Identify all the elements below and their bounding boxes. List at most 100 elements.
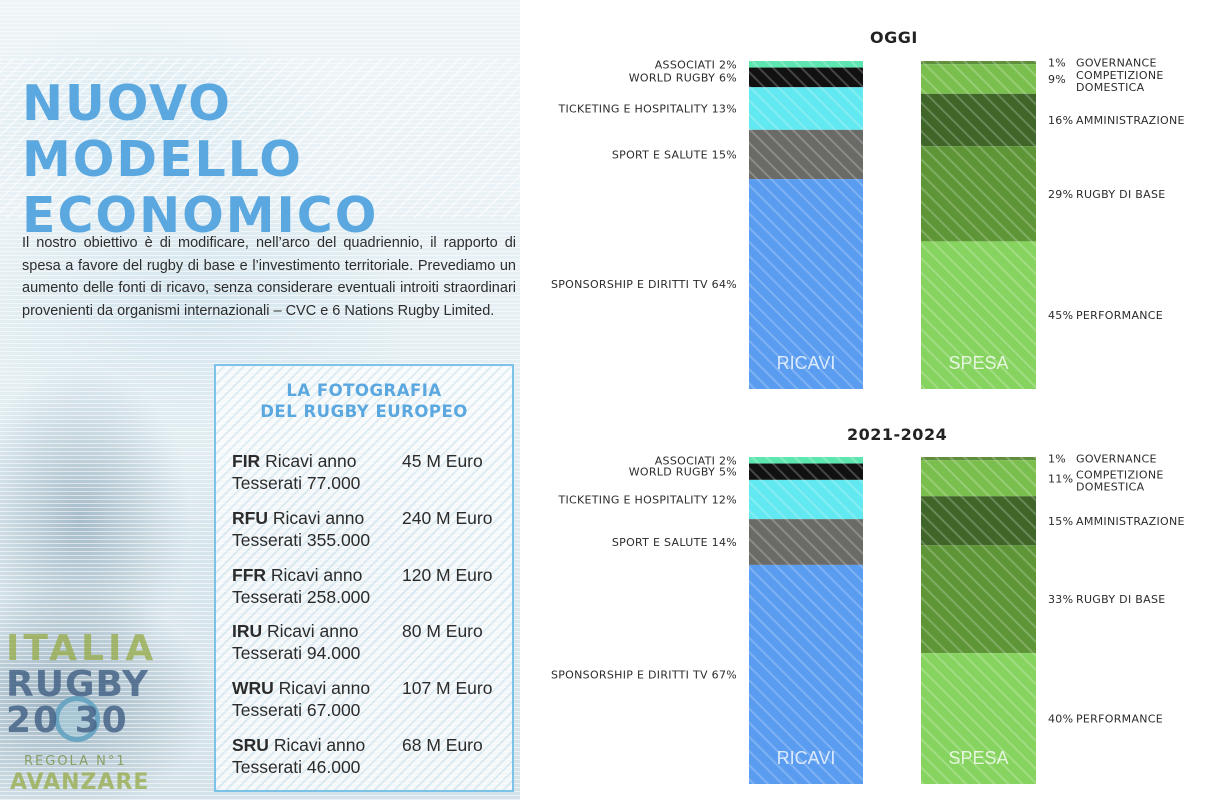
union-revenue-line: RFU Ricavi anno (232, 507, 364, 529)
segment-label-spesa-line-2: DOMESTICA (1076, 480, 1145, 493)
bar-caption-ricavi: RICAVI (777, 353, 836, 373)
segment-label-ricavi: SPONSORSHIP E DIRITTI TV 67% (551, 668, 737, 681)
union-revenue-value: 107 M Euro (402, 678, 493, 699)
italia-rugby-2030-logo: ITALIA RUGBY 20 30 REGOLA N°1 AVANZARE (6, 626, 153, 800)
bar-segment-hatch (921, 241, 1036, 389)
bar-caption-spesa: SPESA (948, 748, 1008, 768)
segment-label-spesa: RUGBY DI BASE (1076, 188, 1166, 201)
segment-label-spesa: PERFORMANCE (1076, 309, 1163, 322)
union-revenue-line: FFR Ricavi anno (232, 564, 362, 586)
segment-label-spesa: AMMINISTRAZIONE (1076, 114, 1185, 127)
union-code: WRU (232, 678, 274, 699)
segment-label-ricavi: ASSOCIATI 2% (655, 454, 737, 467)
segment-label-ricavi: WORLD RUGBY 5% (629, 466, 737, 479)
revenue-label: Ricavi anno (262, 621, 359, 642)
union-revenue-value: 68 M Euro (402, 735, 483, 755)
logo-line-rule: REGOLA N°1 (24, 754, 127, 769)
union-row-ffr: FFR Ricavi anno 120 M Euro Tesserati 258.0… (232, 564, 508, 612)
union-members: Tesserati 355.000 (232, 529, 371, 550)
info-box-title-line-2: DEL RUGBY EUROPEO (260, 402, 468, 421)
bar-segment-hatch (921, 61, 1036, 65)
segment-value-spesa: 16% (1048, 114, 1073, 127)
union-row-fir: FIR Ricavi anno 45 M Euro Tesserati 77.000 (232, 450, 508, 498)
revenue-label: Ricavi anno (267, 507, 365, 528)
bar-segment-hatch (921, 457, 1036, 461)
european-rugby-info-box: LA FOTOGRAFIA DEL RUGBY EUROPEO FIR Rica… (214, 364, 514, 792)
logo-line-italia: ITALIA (6, 628, 158, 669)
title-hatch-band (0, 58, 520, 218)
union-row-rfu: RFU Ricavi anno 240 M Euro Tesserati 355.0… (232, 507, 508, 555)
bar-segment-hatch (749, 463, 863, 480)
union-code: IRU (232, 621, 263, 642)
revenue-label: Ricavi anno (273, 678, 371, 699)
segment-value-spesa: 29% (1048, 188, 1073, 201)
revenue-label: Ricavi anno (266, 564, 363, 585)
bar-segment-hatch (749, 61, 863, 68)
intro-paragraph: Il nostro obiettivo è di modificare, nel… (22, 235, 516, 319)
bar-segment-hatch (921, 93, 1036, 147)
page-title-line-1: NUOVO MODELLO (22, 75, 303, 188)
revenue-label: Ricavi anno (260, 451, 357, 471)
segment-label-spesa: GOVERNANCE (1076, 57, 1157, 70)
segment-label-spesa: AMMINISTRAZIONE (1076, 515, 1185, 528)
segment-label-spesa: COMPETIZIONE (1076, 69, 1164, 82)
info-box-title-line-1: LA FOTOGRAFIA (286, 381, 442, 400)
info-box-title: LA FOTOGRAFIA DEL RUGBY EUROPEO (216, 380, 512, 422)
segment-label-spesa: PERFORMANCE (1076, 713, 1163, 726)
bar-segment-hatch (749, 67, 863, 88)
segment-label-ricavi: ASSOCIATI 2% (655, 58, 737, 71)
union-row-sru: SRU Ricavi anno 68 M Euro Tesserati 46.000 (232, 734, 508, 782)
union-members: Tesserati 46.000 (232, 757, 361, 777)
stacked-bar-charts: ASSOCIATI 2%WORLD RUGBY 6%TICKETING E HO… (551, 57, 1185, 784)
segment-value-spesa: 1% (1048, 453, 1066, 466)
bar-segment-hatch (921, 64, 1036, 94)
union-code: SRU (232, 735, 269, 755)
bar-segment-hatch (749, 564, 863, 784)
union-revenue-line: SRU Ricavi anno (232, 734, 365, 756)
chart-title-oggi: OGGI (870, 28, 918, 47)
page-title: NUOVO MODELLO ECONOMICO (22, 76, 512, 244)
bar-segment-hatch (749, 479, 863, 520)
segment-label-ricavi: TICKETING E HOSPITALITY 12% (557, 494, 737, 507)
union-members: Tesserati 94.000 (232, 643, 361, 664)
bar-segment-hatch (749, 87, 863, 130)
union-revenue-line: FIR Ricavi anno (232, 450, 357, 472)
rugby-ball-icon (54, 696, 100, 742)
union-revenue-value: 120 M Euro (402, 564, 493, 585)
union-row-wru: WRU Ricavi anno 107 M Euro Tesserati 67.00… (232, 677, 508, 725)
segment-label-ricavi: SPORT E SALUTE 14% (612, 536, 737, 549)
segment-label-ricavi: SPONSORSHIP E DIRITTI TV 64% (551, 278, 737, 291)
union-row-iru: IRU Ricavi anno 80 M Euro Tesserati 94.000 (232, 620, 508, 668)
union-members: Tesserati 258.000 (232, 586, 371, 607)
segment-label-ricavi: SPORT E SALUTE 15% (612, 148, 737, 161)
page-title-line-2: ECONOMICO (22, 187, 379, 244)
segment-value-spesa: 15% (1048, 515, 1073, 528)
bar-segment-hatch (749, 179, 863, 389)
segment-label-spesa: COMPETIZIONE (1076, 468, 1164, 481)
chart-title-2021-2024: 2021-2024 (847, 425, 948, 444)
bar-segment-hatch (921, 146, 1036, 242)
segment-value-spesa: 33% (1048, 593, 1073, 606)
segment-value-spesa: 9% (1048, 73, 1066, 86)
logo-line-year: 20 30 (6, 700, 129, 741)
bar-segment-hatch (749, 129, 863, 180)
union-members: Tesserati 77.000 (232, 473, 361, 493)
bar-segment-hatch (921, 653, 1036, 784)
bar-caption-ricavi: RICAVI (777, 748, 836, 768)
bar-segment-hatch (749, 457, 863, 464)
segment-label-spesa-line-2: DOMESTICA (1076, 81, 1145, 94)
union-code: FIR (232, 451, 261, 471)
union-code: FFR (232, 564, 267, 585)
segment-label-spesa: GOVERNANCE (1076, 453, 1157, 466)
bar-segment-hatch (749, 519, 863, 565)
union-revenue-value: 45 M Euro (402, 451, 483, 471)
union-revenue-line: IRU Ricavi anno (232, 620, 358, 642)
union-revenue-value: 80 M Euro (402, 621, 483, 642)
segment-value-spesa: 11% (1048, 472, 1073, 485)
union-code: RFU (232, 507, 268, 528)
union-members: Tesserati 67.000 (232, 700, 361, 721)
bar-segment-hatch (921, 460, 1036, 497)
bar-segment-hatch (921, 545, 1036, 654)
revenue-label: Ricavi anno (268, 735, 366, 755)
union-revenue-line: WRU Ricavi anno (232, 677, 370, 699)
